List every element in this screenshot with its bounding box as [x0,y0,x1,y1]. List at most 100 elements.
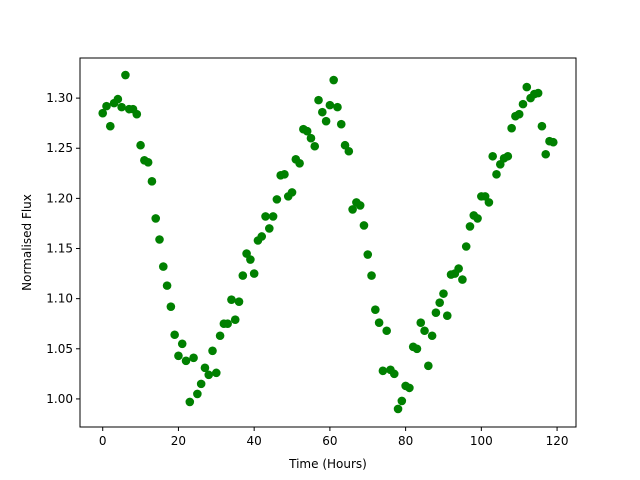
data-point [261,212,270,221]
data-point [158,262,168,271]
y-axis-label: Normalised Flux [20,194,34,291]
data-point [336,119,346,129]
data-point [132,109,142,119]
data-point [189,353,198,363]
x-tick-label: 60 [322,434,337,448]
data-point [227,295,236,304]
data-point [98,108,108,118]
data-point [151,214,161,223]
data-point [310,141,320,151]
y-tick-label: 1.25 [46,141,73,155]
data-point [329,75,338,85]
data-point [355,201,365,210]
data-point [454,264,463,273]
data-point [382,326,391,336]
data-point [287,188,297,197]
x-tick-label: 20 [171,434,186,448]
data-point [378,366,388,376]
data-point [431,308,441,317]
data-point [348,205,357,214]
data-point [371,305,380,314]
data-point [465,222,475,231]
data-point [435,298,444,307]
data-point [314,95,323,105]
data-point [121,70,130,80]
data-point [302,126,312,136]
data-point [185,397,195,407]
data-point [503,151,513,161]
data-point [424,361,433,371]
data-point [295,158,304,168]
x-tick-label: 0 [99,434,107,448]
data-point [208,346,217,356]
data-point [136,140,145,150]
data-point [162,281,172,290]
x-tick-label: 40 [247,434,262,448]
data-point [223,319,232,329]
data-point [533,88,543,98]
data-point [166,302,176,311]
data-point [461,242,471,251]
plot-area-frame [79,57,577,428]
data-point [155,235,164,244]
data-point [280,170,289,179]
data-point [268,212,278,221]
data-point [102,101,111,111]
data-point [492,170,501,179]
data-point [212,368,221,378]
data-point [405,383,414,393]
data-point [113,94,123,104]
data-point [117,102,126,112]
y-tick-label: 1.15 [46,242,73,256]
data-point [177,339,187,349]
data-point [416,318,426,328]
data-point [181,356,191,366]
data-point [143,157,153,167]
data-point [333,102,342,112]
data-point [230,315,240,325]
data-point [397,396,407,406]
data-point [389,369,399,379]
data-point [374,318,384,328]
data-point [393,404,403,414]
data-point [196,379,206,389]
data-point [367,271,376,280]
y-tick-label: 1.10 [46,292,73,306]
data-point [238,271,248,280]
data-point [473,214,482,223]
data-point [548,137,558,147]
data-point [541,149,551,159]
data-point [174,351,183,361]
data-point [522,82,532,92]
data-point [234,297,244,306]
data-points [98,70,558,414]
data-point [507,123,516,133]
data-point [265,224,274,233]
data-point [427,331,437,341]
data-point [249,269,259,278]
y-tick-label: 1.05 [46,342,73,356]
data-point [442,311,452,320]
data-point [359,221,369,230]
data-point [537,121,547,131]
data-point [325,100,335,110]
data-point [321,116,331,126]
data-point [105,121,115,131]
data-point [363,250,373,259]
y-tick-label: 1.30 [46,91,73,105]
data-point [306,133,316,143]
y-tick-label: 1.20 [46,191,73,205]
data-point [200,363,210,373]
data-point [488,151,498,161]
data-point [484,198,494,207]
y-tick-label: 1.00 [46,392,73,406]
data-point [458,275,467,284]
data-point [272,195,282,204]
data-point [439,289,448,298]
data-point [215,331,225,341]
x-tick-label: 80 [398,434,413,448]
y-axis: 1.00 1.05 1.10 1.15 1.20 1.25 1.30 [46,91,80,406]
data-point [257,232,267,241]
